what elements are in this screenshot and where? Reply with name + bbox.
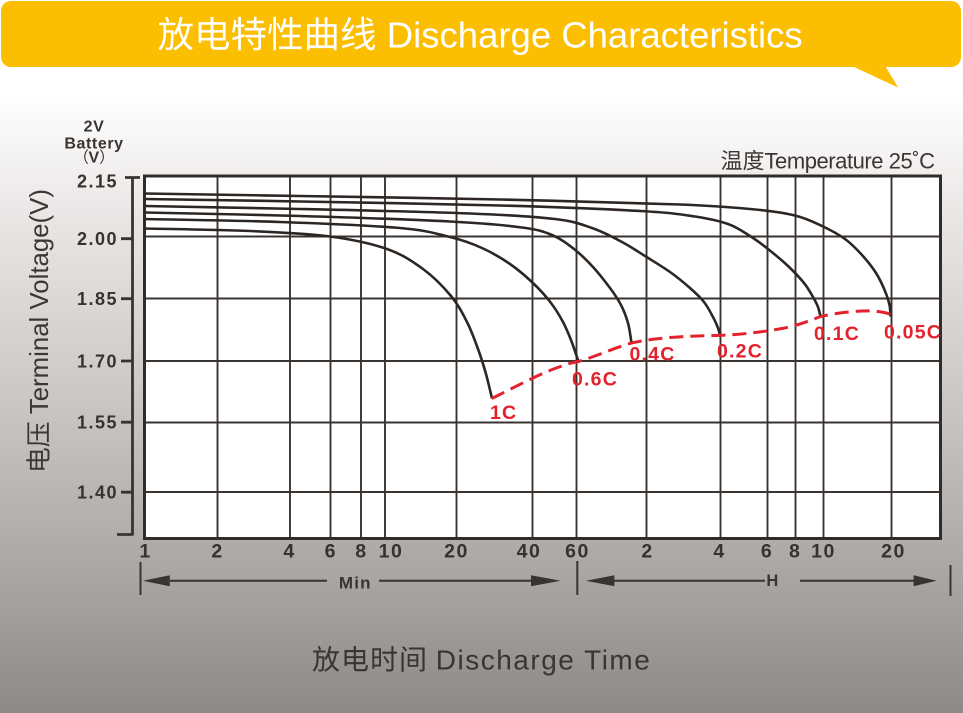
svg-text:20: 20 xyxy=(444,541,469,563)
svg-text:6: 6 xyxy=(761,541,773,563)
svg-text:0.4C: 0.4C xyxy=(630,344,676,366)
svg-text:6: 6 xyxy=(325,541,337,563)
svg-text:8: 8 xyxy=(789,541,801,563)
svg-text:60: 60 xyxy=(565,541,590,563)
svg-text:Terminal Voltage(V): Terminal Voltage(V) xyxy=(26,189,54,414)
svg-text:1.85: 1.85 xyxy=(77,289,118,309)
svg-text:Discharge Time: Discharge Time xyxy=(436,645,652,676)
svg-text:1: 1 xyxy=(139,541,151,563)
svg-text:V: V xyxy=(89,150,100,167)
svg-text:2.00: 2.00 xyxy=(77,229,118,249)
svg-text:Battery: Battery xyxy=(64,136,123,153)
svg-text:Temperature 25˚C: Temperature 25˚C xyxy=(765,149,936,174)
svg-text:10: 10 xyxy=(379,541,404,563)
svg-text:0.2C: 0.2C xyxy=(717,341,763,363)
svg-text:Min: Min xyxy=(339,574,372,593)
svg-text:Discharge Characteristics: Discharge Characteristics xyxy=(387,15,803,56)
svg-text:4: 4 xyxy=(713,541,725,563)
svg-text:4: 4 xyxy=(283,541,295,563)
svg-text:8: 8 xyxy=(355,541,367,563)
svg-text:2: 2 xyxy=(211,541,223,563)
svg-text:H: H xyxy=(766,572,778,590)
svg-text:1.70: 1.70 xyxy=(77,351,118,371)
svg-text:2: 2 xyxy=(641,541,653,563)
svg-text:2.15: 2.15 xyxy=(77,171,118,191)
svg-text:20: 20 xyxy=(881,541,906,563)
svg-text:0.1C: 0.1C xyxy=(814,323,860,345)
svg-text:2V: 2V xyxy=(84,119,105,136)
svg-text:0.6C: 0.6C xyxy=(572,369,618,391)
svg-text:1.55: 1.55 xyxy=(77,413,118,433)
svg-text:0.05C: 0.05C xyxy=(884,322,942,344)
svg-text:1.40: 1.40 xyxy=(77,483,118,503)
svg-text:40: 40 xyxy=(517,541,542,563)
svg-text:1C: 1C xyxy=(490,402,517,424)
svg-text:10: 10 xyxy=(811,541,836,563)
